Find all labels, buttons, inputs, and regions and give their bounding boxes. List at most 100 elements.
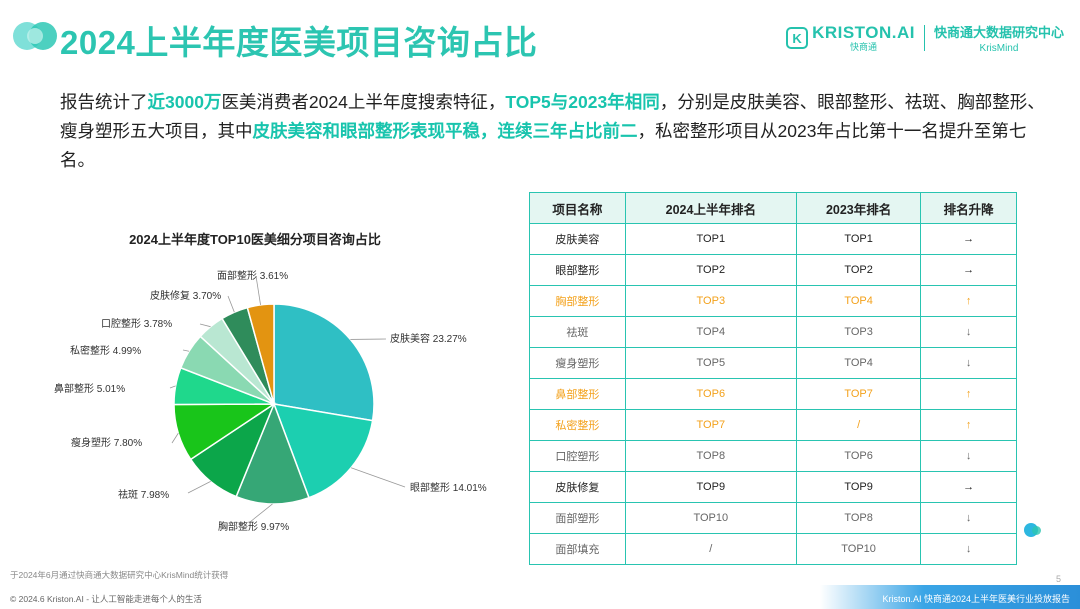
table-row: 面部填充 / TOP10 ↓ xyxy=(529,533,1017,565)
cell-project-name: 瘦身塑形 xyxy=(529,347,626,379)
footer-band xyxy=(820,585,1080,609)
pie-leader-line xyxy=(182,349,190,352)
table-header-row: 项目名称 2024上半年排名 2023年排名 排名升降 xyxy=(529,192,1017,224)
cell-rank-change: ↓ xyxy=(920,316,1017,348)
cell-project-name: 皮肤美容 xyxy=(529,223,626,255)
table-row: 口腔塑形 TOP8 TOP6 ↓ xyxy=(529,440,1017,472)
intro-text: 报告统计了 xyxy=(60,92,148,112)
cell-rank-change: ↓ xyxy=(920,502,1017,534)
pie-slice xyxy=(235,401,310,505)
cell-rank-2024: / xyxy=(624,533,797,565)
cell-project-name: 面部填充 xyxy=(529,533,626,565)
cell-rank-change: ↑ xyxy=(920,409,1017,441)
cell-rank-2024: TOP3 xyxy=(624,285,797,317)
research-center-cn: 快商通大数据研究中心 xyxy=(933,25,1064,40)
kriston-k-icon: K xyxy=(786,27,809,49)
table-row: 皮肤美容 TOP1 TOP1 → xyxy=(529,223,1017,255)
page-title: 2024上半年度医美项目咨询占比 xyxy=(60,24,538,61)
cell-project-name: 私密整形 xyxy=(529,409,626,441)
cell-rank-change: → xyxy=(920,254,1017,286)
pie-leader-line xyxy=(249,503,273,523)
pie-leader-line xyxy=(187,481,211,494)
cell-rank-2023: TOP2 xyxy=(795,254,922,286)
cell-project-name: 面部塑形 xyxy=(529,502,626,534)
cell-rank-2024: TOP7 xyxy=(624,409,797,441)
cell-rank-2024: TOP5 xyxy=(624,347,797,379)
cell-rank-change: ↓ xyxy=(920,440,1017,472)
cell-rank-2023: TOP1 xyxy=(795,223,922,255)
table-row: 眼部整形 TOP2 TOP2 → xyxy=(529,254,1017,286)
pie-data-label: 胸部整形 9.97% xyxy=(218,520,289,533)
cell-rank-2024: TOP1 xyxy=(624,223,797,255)
intro-text: ，分别是皮肤美容、眼部整形、祛斑、胸部整形、瘦身塑形五大项目，其中 xyxy=(60,92,1045,141)
pie-data-label: 面部整形 3.61% xyxy=(217,269,288,282)
header-rank-2024: 2024上半年排名 xyxy=(624,192,797,224)
pie-slice xyxy=(273,303,375,422)
brand-divider xyxy=(923,25,925,51)
intro-highlight: 近3000万 xyxy=(147,92,222,112)
table-row: 皮肤修复 TOP9 TOP9 → xyxy=(529,471,1017,503)
pie-data-label: 鼻部整形 5.01% xyxy=(54,382,125,395)
page-number: 5 xyxy=(1056,574,1062,584)
cell-project-name: 鼻部整形 xyxy=(529,378,626,410)
pie-leader-line xyxy=(171,432,179,444)
cell-rank-2024: TOP9 xyxy=(624,471,797,503)
pie-leader-line xyxy=(199,323,211,328)
table-row: 私密整形 TOP7/↑ xyxy=(529,409,1017,441)
cell-rank-change: → xyxy=(920,471,1017,503)
logo-dots-icon xyxy=(13,22,57,50)
cell-rank-2023: TOP4 xyxy=(795,285,922,317)
table-row: 祛斑 TOP4 TOP3 ↓ xyxy=(529,316,1017,348)
pie-data-label: 皮肤美容 23.27% xyxy=(390,332,467,345)
cell-rank-change: ↓ xyxy=(920,533,1017,565)
cell-rank-2024: TOP4 xyxy=(624,316,797,348)
research-center-en: KrisMind xyxy=(979,43,1019,54)
pie-slice xyxy=(272,403,374,499)
table-row: 鼻部整形 TOP6 TOP7 ↑ xyxy=(529,378,1017,410)
table-row: 瘦身塑形 TOP5 TOP4 ↓ xyxy=(529,347,1017,379)
pie-leader-line xyxy=(169,385,176,389)
pie-leader-line xyxy=(227,295,235,313)
brand-name-cn: 快商通 xyxy=(850,42,878,52)
cell-rank-2024: TOP6 xyxy=(624,378,797,410)
header-rank-change: 排名升降 xyxy=(920,192,1017,224)
pie-data-label: 瘦身塑形 7.80% xyxy=(71,436,142,449)
cell-rank-2024: TOP8 xyxy=(624,440,797,472)
chart-title: 2024上半年度TOP10医美细分项目咨询占比 xyxy=(129,232,381,247)
intro-highlight: TOP5与2023年相同 xyxy=(505,92,660,112)
brand-logo: K KRISTON.AI 快商通 快商通大数据研究中心 KrisMind xyxy=(786,22,1064,54)
pie-data-label: 私密整形 4.99% xyxy=(70,344,141,357)
intro-highlight: 皮肤美容和眼部整形表现平稳，连续三年占比前二 xyxy=(252,121,638,141)
cell-project-name: 口腔塑形 xyxy=(529,440,626,472)
cell-rank-change: ↓ xyxy=(920,347,1017,379)
header-rank-2023: 2023年排名 xyxy=(795,192,922,224)
ranking-table: 项目名称 2024上半年排名 2023年排名 排名升降 皮肤美容 TOP1 TOP1… xyxy=(529,192,1017,565)
pie-data-label: 祛斑 7.98% xyxy=(118,488,169,501)
table-row: 面部塑形 TOP10 TOP8 ↓ xyxy=(529,502,1017,534)
cell-rank-2023: TOP4 xyxy=(795,347,922,379)
cell-rank-2023: TOP7 xyxy=(795,378,922,410)
copyright: © 2024.6 Kriston.AI - 让人工智能走进每个人的生活 xyxy=(10,594,202,604)
pie-data-label: 眼部整形 14.01% xyxy=(410,481,487,494)
intro-text: 医美消费者2024上半年度搜索特征， xyxy=(221,92,506,112)
intro-text: ，私密整形项目从2023年占比第十一名提升至第七名。 xyxy=(60,121,1027,170)
data-source-note: 于2024年6月通过快商通大数据研究中心KrisMind统计获得 xyxy=(10,570,229,580)
cell-rank-2024: TOP2 xyxy=(624,254,797,286)
cell-rank-2023: TOP3 xyxy=(795,316,922,348)
cell-rank-2023: TOP10 xyxy=(795,533,922,565)
pie-leader-line xyxy=(350,467,406,488)
pie-chart: 皮肤美容 23.27% 眼部整形 14.01% 胸部整形 9.97% 祛斑 7.98%… xyxy=(54,269,487,533)
cell-rank-2023: TOP9 xyxy=(795,471,922,503)
brand-name-en: KRISTON.AI xyxy=(812,23,915,42)
cell-rank-change: ↑ xyxy=(920,378,1017,410)
cell-rank-2024: TOP10 xyxy=(624,502,797,534)
pie-data-label: 皮肤修复 3.70% xyxy=(150,289,221,302)
cell-rank-change: ↑ xyxy=(920,285,1017,317)
cell-rank-change: → xyxy=(920,223,1017,255)
cell-rank-2023: TOP8 xyxy=(795,502,922,534)
decor-dot-icon xyxy=(1032,526,1041,535)
cell-project-name: 胸部整形 xyxy=(529,285,626,317)
pie-leader-line xyxy=(255,275,261,305)
table-row: 胸部整形 TOP3 TOP4 ↑ xyxy=(529,285,1017,317)
footer-report-title: Kriston.AI 快商通2024上半年医美行业投放报告 xyxy=(882,594,1070,604)
